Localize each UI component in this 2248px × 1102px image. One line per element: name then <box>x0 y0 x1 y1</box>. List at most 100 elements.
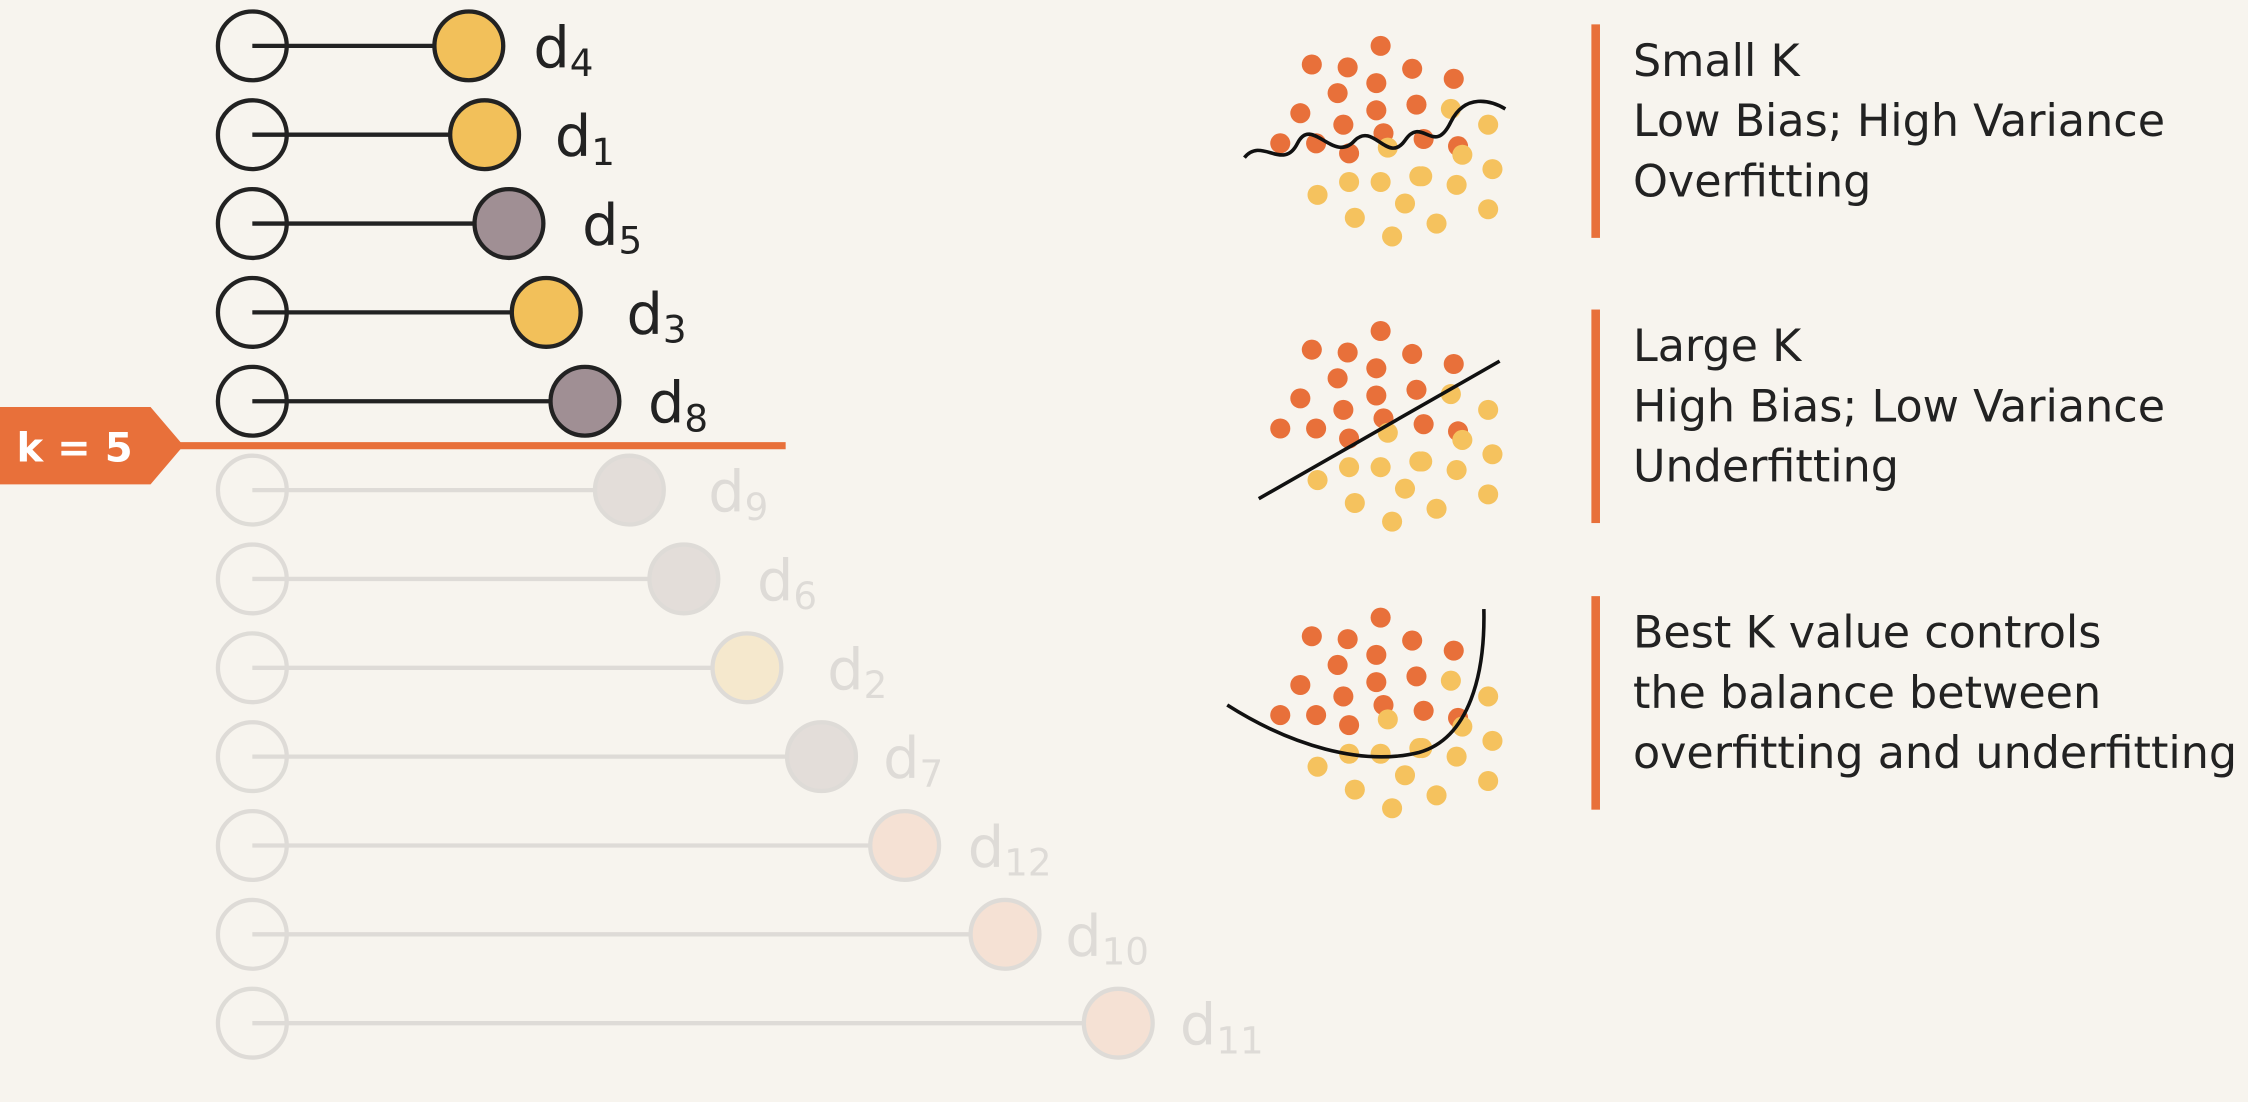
neighbor-point <box>968 897 1042 971</box>
class-b-dot <box>1344 779 1365 800</box>
panel-bar <box>1591 24 1600 238</box>
neighbor-row: d7 <box>215 720 944 796</box>
class-a-dot <box>1333 399 1354 420</box>
neighbor-row: d5 <box>215 187 642 263</box>
neighbor-name: d <box>827 636 863 703</box>
class-b-dot <box>1478 114 1499 135</box>
neighbor-row: d12 <box>215 808 1052 885</box>
neighbor-name: d <box>883 725 919 792</box>
class-a-dot <box>1402 58 1423 79</box>
neighbor-point <box>592 453 666 527</box>
class-a-dot <box>1366 644 1387 665</box>
neighbor-point <box>710 631 784 705</box>
query-point <box>215 720 289 794</box>
class-a-dot <box>1402 343 1423 364</box>
class-a-dot <box>1290 103 1311 124</box>
class-a-dot <box>1370 607 1391 628</box>
class-a-dot <box>1306 418 1327 439</box>
class-a-dot <box>1337 342 1358 363</box>
neighbor-name: d <box>648 370 684 437</box>
class-a-dot <box>1413 414 1434 435</box>
decision-boundary <box>1257 359 1501 501</box>
query-point <box>215 631 289 705</box>
class-b-dot <box>1452 716 1473 737</box>
class-a-dot <box>1366 358 1387 379</box>
neighbor-row: d9 <box>215 453 768 529</box>
k-tag <box>0 406 184 485</box>
neighbor-row: d1 <box>215 98 615 174</box>
query-point <box>215 808 289 883</box>
neighbor-point <box>548 364 622 438</box>
neighbor-point <box>1081 986 1155 1060</box>
class-a-dot <box>1406 666 1427 687</box>
panel-text: Small K <box>1633 36 1802 87</box>
scatter-icon <box>1243 35 1507 247</box>
class-b-dot <box>1394 478 1416 499</box>
neighbor-label: d12 <box>968 814 1052 885</box>
class-a-dot <box>1290 674 1311 696</box>
class-b-dot <box>1370 171 1391 193</box>
class-a-dot <box>1306 705 1327 726</box>
query-point <box>215 986 289 1060</box>
query-point <box>215 98 289 172</box>
query-point <box>215 187 289 261</box>
query-point <box>215 364 289 438</box>
panel-bar <box>1591 596 1600 810</box>
class-b-dot <box>1440 670 1461 691</box>
neighbor-point <box>647 542 721 616</box>
neighbor-subscript: 2 <box>864 663 888 707</box>
class-b-dot <box>1339 171 1360 193</box>
decision-boundary <box>1226 608 1486 759</box>
neighbor-name: d <box>1180 992 1216 1059</box>
class-a-dot <box>1327 368 1348 389</box>
neighbor-point <box>448 98 522 172</box>
neighbor-name: d <box>968 814 1004 881</box>
scatter-icon <box>1226 607 1503 819</box>
panel-text: Best K value controls <box>1633 608 2101 659</box>
class-a-dot <box>1270 705 1291 726</box>
neighbor-subscript: 4 <box>570 41 594 85</box>
neighbor-name: d <box>757 547 793 614</box>
class-b-dot <box>1478 484 1499 505</box>
neighbor-subscript: 7 <box>920 752 944 796</box>
class-b-dot <box>1452 144 1473 165</box>
class-b-dot <box>1307 470 1328 491</box>
scatter-icon <box>1257 320 1503 532</box>
neighbor-name: d <box>708 459 744 526</box>
neighbor-subscript: 12 <box>1004 841 1051 885</box>
panel-text: Large K <box>1633 321 1803 372</box>
panel-text: the balance between <box>1633 668 2101 719</box>
class-b-dot <box>1382 798 1403 819</box>
class-a-dot <box>1333 686 1354 707</box>
class-b-dot <box>1339 457 1360 478</box>
neighbor-label: d8 <box>648 370 708 441</box>
query-point <box>215 453 289 527</box>
panel-text: Underfitting <box>1633 442 1899 493</box>
neighbor-row: d8 <box>215 364 708 441</box>
neighbor-point <box>784 720 859 794</box>
class-a-dot <box>1301 339 1322 360</box>
k-label: k = 5 <box>16 425 132 471</box>
class-b-dot <box>1446 746 1467 767</box>
panel-bar <box>1591 309 1600 524</box>
class-b-dot <box>1478 686 1499 707</box>
class-a-dot <box>1370 320 1391 342</box>
class-a-dot <box>1333 114 1354 135</box>
panel-text: overfitting and underfitting <box>1633 728 2237 779</box>
neighbor-name: d <box>555 103 591 170</box>
class-a-dot <box>1443 353 1464 375</box>
class-a-dot <box>1413 700 1434 721</box>
class-a-dot <box>1327 83 1348 104</box>
class-b-dot <box>1478 399 1499 420</box>
class-a-dot <box>1402 630 1423 651</box>
class-a-dot <box>1406 94 1427 115</box>
query-point <box>215 9 289 83</box>
neighbor-name: d <box>533 14 569 81</box>
neighbor-row: d10 <box>215 897 1149 973</box>
class-b-dot <box>1394 765 1416 786</box>
neighbor-subscript: 6 <box>793 574 817 618</box>
class-b-dot <box>1446 460 1467 481</box>
class-a-dot <box>1366 73 1387 94</box>
